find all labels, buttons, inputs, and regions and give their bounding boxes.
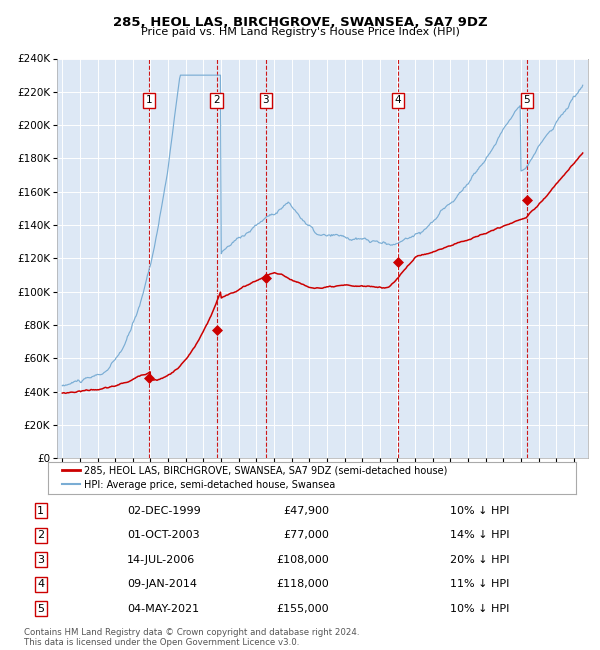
Text: 01-OCT-2003: 01-OCT-2003 [127, 530, 200, 540]
Text: 1: 1 [146, 96, 152, 105]
Text: 4: 4 [395, 96, 401, 105]
Text: 1: 1 [37, 506, 44, 515]
Text: £155,000: £155,000 [276, 604, 329, 614]
Text: 2: 2 [37, 530, 44, 540]
Text: 04-MAY-2021: 04-MAY-2021 [127, 604, 199, 614]
Text: Price paid vs. HM Land Registry's House Price Index (HPI): Price paid vs. HM Land Registry's House … [140, 27, 460, 37]
Text: 285, HEOL LAS, BIRCHGROVE, SWANSEA, SA7 9DZ: 285, HEOL LAS, BIRCHGROVE, SWANSEA, SA7 … [113, 16, 487, 29]
Text: 4: 4 [37, 579, 44, 589]
Text: 11% ↓ HPI: 11% ↓ HPI [450, 579, 509, 589]
Text: 5: 5 [37, 604, 44, 614]
Text: 5: 5 [524, 96, 530, 105]
Text: Contains HM Land Registry data © Crown copyright and database right 2024.
This d: Contains HM Land Registry data © Crown c… [24, 628, 359, 647]
Text: 09-JAN-2014: 09-JAN-2014 [127, 579, 197, 589]
Text: 14-JUL-2006: 14-JUL-2006 [127, 554, 196, 565]
Text: 02-DEC-1999: 02-DEC-1999 [127, 506, 201, 515]
Text: 14% ↓ HPI: 14% ↓ HPI [450, 530, 509, 540]
Text: £108,000: £108,000 [276, 554, 329, 565]
Text: 10% ↓ HPI: 10% ↓ HPI [450, 604, 509, 614]
Legend: 285, HEOL LAS, BIRCHGROVE, SWANSEA, SA7 9DZ (semi-detached house), HPI: Average : 285, HEOL LAS, BIRCHGROVE, SWANSEA, SA7 … [58, 462, 452, 493]
Text: £47,900: £47,900 [283, 506, 329, 515]
Text: 3: 3 [37, 554, 44, 565]
Text: 3: 3 [263, 96, 269, 105]
Text: 10% ↓ HPI: 10% ↓ HPI [450, 506, 509, 515]
Text: £77,000: £77,000 [283, 530, 329, 540]
Text: 20% ↓ HPI: 20% ↓ HPI [450, 554, 509, 565]
Text: 2: 2 [214, 96, 220, 105]
Text: £118,000: £118,000 [276, 579, 329, 589]
